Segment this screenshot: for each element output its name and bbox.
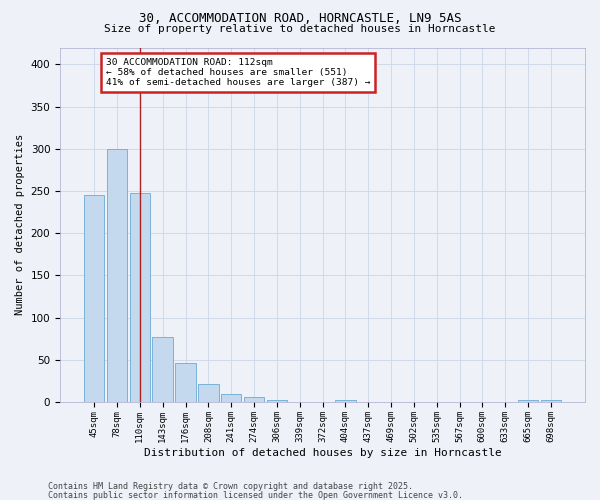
Bar [152,337,173,402]
Text: 30 ACCOMMODATION ROAD: 112sqm
← 58% of detached houses are smaller (551)
41% of : 30 ACCOMMODATION ROAD: 112sqm ← 58% of d… [106,58,370,88]
Bar [541,400,561,402]
Bar [221,394,241,402]
Bar [244,397,264,402]
Bar [266,400,287,402]
Text: Contains HM Land Registry data © Crown copyright and database right 2025.: Contains HM Land Registry data © Crown c… [48,482,413,491]
Text: Size of property relative to detached houses in Horncastle: Size of property relative to detached ho… [104,24,496,34]
Y-axis label: Number of detached properties: Number of detached properties [15,134,25,316]
Bar [335,400,356,402]
Text: 30, ACCOMMODATION ROAD, HORNCASTLE, LN9 5AS: 30, ACCOMMODATION ROAD, HORNCASTLE, LN9 … [139,12,461,26]
Bar [130,192,150,402]
X-axis label: Distribution of detached houses by size in Horncastle: Distribution of detached houses by size … [143,448,502,458]
Bar [175,363,196,402]
Bar [84,195,104,402]
Bar [518,400,538,402]
Bar [107,149,127,402]
Bar [198,384,218,402]
Text: Contains public sector information licensed under the Open Government Licence v3: Contains public sector information licen… [48,490,463,500]
